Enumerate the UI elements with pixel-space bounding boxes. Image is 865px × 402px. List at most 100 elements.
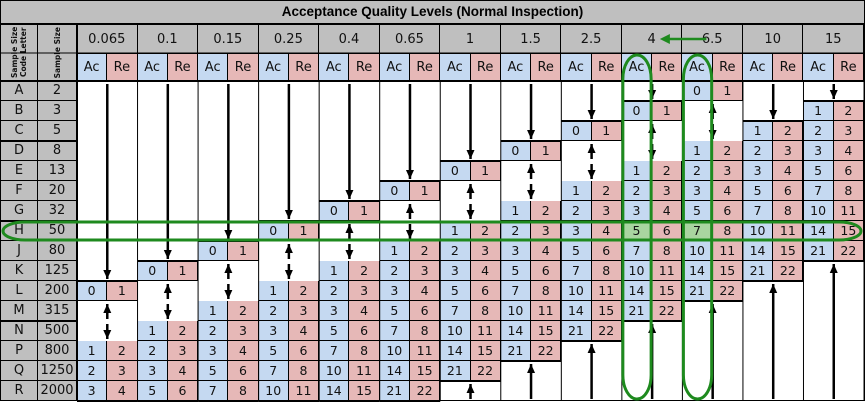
re-header: Re: [167, 53, 199, 81]
ac-value: 2: [500, 221, 532, 241]
re-value: 4: [833, 141, 865, 161]
re-value: 8: [349, 341, 380, 361]
ac-value: 0: [500, 141, 532, 161]
sample-size-header-label: Sample Size: [52, 26, 62, 79]
re-header: Re: [591, 53, 622, 81]
ac-value: 14: [440, 341, 471, 361]
ac-value: 1: [440, 221, 471, 241]
re-value: 1: [712, 81, 743, 101]
ac-value: 2: [561, 201, 592, 221]
sample-size-cell: 800: [38, 341, 77, 361]
re-value: 11: [349, 361, 380, 381]
re-header: Re: [349, 53, 380, 81]
re-value: 2: [833, 101, 865, 121]
re-value: 4: [107, 381, 138, 401]
ac-value: 10: [682, 241, 713, 261]
code-letter-cell: C: [1, 121, 38, 141]
ac-value: 1: [803, 101, 834, 121]
re-value: 2: [470, 221, 501, 241]
re-value: 3: [288, 301, 320, 321]
ac-value: 3: [440, 261, 471, 281]
re-header: Re: [773, 53, 804, 81]
ac-value: 5: [561, 241, 592, 261]
ac-value: 3: [682, 181, 713, 201]
code-letter-cell: E: [1, 161, 38, 181]
sample-size-cell: 20: [38, 181, 77, 201]
ac-value: 10: [803, 201, 834, 221]
sample-size-header: Sample Size: [38, 25, 77, 81]
re-value: 8: [531, 281, 562, 301]
re-value: 3: [167, 341, 199, 361]
ac-value: 7: [742, 201, 774, 221]
re-value: 2: [652, 161, 683, 181]
ac-value: 14: [803, 221, 834, 241]
re-value: 1: [531, 141, 562, 161]
ac-value: 14: [621, 281, 653, 301]
re-value: 6: [349, 321, 380, 341]
ac-value: 21: [803, 241, 834, 261]
aql-header-0.15: 0.15: [198, 25, 259, 53]
ac-value: 2: [742, 141, 774, 161]
ac-value: 5: [319, 321, 350, 341]
ac-value: 21: [742, 261, 774, 281]
aql-header-0.25: 0.25: [258, 25, 320, 53]
code-letter-cell: K: [1, 261, 38, 281]
ac-value: 7: [500, 281, 532, 301]
ac-value: 5: [682, 201, 713, 221]
table-title: Acceptance Quality Levels (Normal Inspec…: [1, 1, 864, 25]
code-letter-cell: F: [1, 181, 38, 201]
ac-value: 10: [379, 341, 410, 361]
ac-value: 5: [742, 181, 774, 201]
re-value: 4: [531, 241, 562, 261]
ac-value: 3: [561, 221, 592, 241]
re-value: 4: [228, 341, 259, 361]
sample-size-cell: 1250: [38, 361, 77, 381]
ac-value: 0: [319, 201, 350, 221]
re-value: 3: [107, 361, 138, 381]
ac-value: 0: [561, 121, 592, 141]
re-value: 6: [167, 381, 199, 401]
ac-value: 1: [561, 181, 592, 201]
re-value: 1: [652, 101, 683, 121]
aql-header-0.4: 0.4: [319, 25, 380, 53]
re-value: 1: [349, 201, 380, 221]
ac-value: 0: [77, 281, 108, 301]
re-header: Re: [652, 53, 683, 81]
ac-value: 0: [682, 81, 713, 101]
re-value: 2: [107, 341, 138, 361]
ac-value: 7: [319, 341, 350, 361]
ac-value: 2: [621, 181, 653, 201]
ac-value: 3: [77, 381, 108, 401]
code-letter-header-label: Sample Size Code Letter: [10, 26, 28, 79]
ac-value: 1: [77, 341, 108, 361]
ac-value: 14: [682, 261, 713, 281]
re-value: 3: [531, 221, 562, 241]
re-value: 8: [228, 381, 259, 401]
ac-value: 3: [379, 281, 410, 301]
sample-size-cell: 80: [38, 241, 77, 261]
ac-value: 2: [682, 161, 713, 181]
re-value: 1: [228, 241, 259, 261]
ac-value: 2: [379, 261, 410, 281]
re-value: 3: [712, 161, 743, 181]
ac-header: Ac: [682, 53, 713, 81]
re-value: 6: [531, 261, 562, 281]
ac-value: 14: [319, 381, 350, 401]
ac-value: 1: [621, 161, 653, 181]
aql-header-2.5: 2.5: [561, 25, 622, 53]
ac-header: Ac: [803, 53, 834, 81]
re-value: 22: [652, 301, 683, 321]
re-value: 3: [652, 181, 683, 201]
ac-header: Ac: [621, 53, 653, 81]
re-value: 15: [712, 261, 743, 281]
aql-header-1.5: 1.5: [500, 25, 562, 53]
re-header: Re: [409, 53, 441, 81]
re-value: 8: [773, 201, 804, 221]
ac-value: 10: [440, 321, 471, 341]
re-value: 1: [107, 281, 138, 301]
ac-value: 10: [319, 361, 350, 381]
sample-size-cell: 50: [38, 221, 77, 241]
ac-value: 10: [500, 301, 532, 321]
ac-header: Ac: [440, 53, 471, 81]
